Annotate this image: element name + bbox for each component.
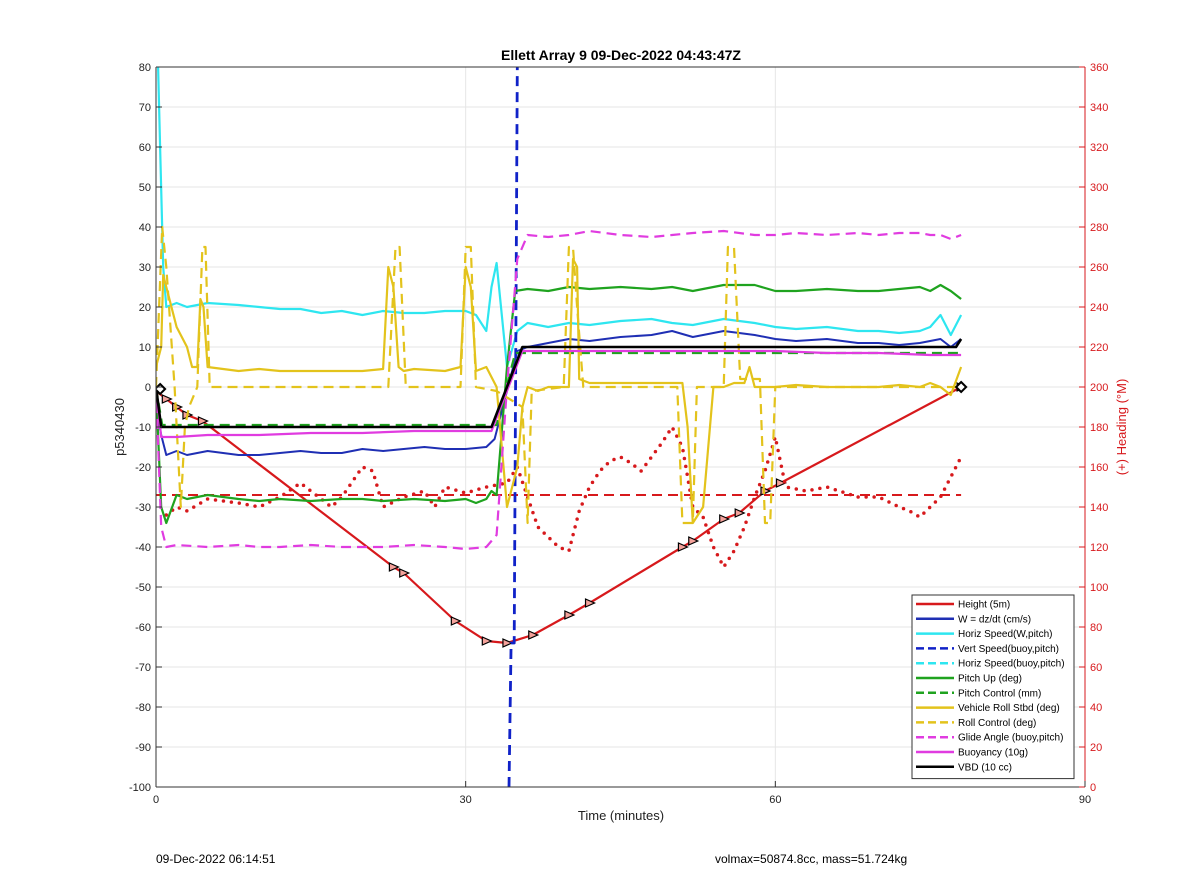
y-axis-label: p5340430 (112, 398, 127, 456)
legend-box (911, 594, 1075, 780)
y-tick-label: 80 (139, 62, 151, 74)
x-tick-label: 0 (153, 794, 159, 806)
y-tick-label: 40 (139, 222, 151, 234)
y2-tick-label: 0 (1090, 782, 1096, 794)
height-marker (197, 416, 209, 426)
y2-tick-label: 180 (1090, 422, 1108, 434)
legend-label: Horiz Speed(W,pitch) (958, 629, 1052, 640)
height-marker (399, 568, 411, 578)
y2-tick-label: 300 (1090, 182, 1108, 194)
y2-tick-label: 340 (1090, 102, 1108, 114)
legend: Height (5m) W = dz/dt (cm/s) Horiz Speed(W… (911, 594, 1075, 780)
height-marker (564, 610, 576, 620)
legend-label: Glide Angle (buoy,pitch) (958, 733, 1063, 744)
x-axis-label: Time (minutes) (578, 808, 664, 823)
y-tick-label: -60 (135, 622, 151, 634)
y2-tick-label: 20 (1090, 742, 1102, 754)
height-marker (584, 598, 597, 608)
y-tick-label: 20 (139, 302, 151, 314)
y2-tick-label: 320 (1090, 142, 1108, 154)
y2-tick-label: 240 (1090, 302, 1108, 314)
y-tick-label: -40 (135, 542, 151, 554)
series-line-vert-speed-buoy-pitch (507, 67, 519, 787)
legend-label: Horiz Speed(buoy,pitch) (958, 659, 1065, 670)
height-marker (677, 542, 689, 552)
legend-label: Vehicle Roll Stbd (deg) (958, 703, 1060, 714)
y2-tick-label: 160 (1090, 462, 1108, 474)
y-tick-label: 70 (139, 102, 151, 114)
y-tick-label: 50 (139, 182, 151, 194)
y-tick-label: 10 (139, 342, 151, 354)
y-tick-label: -10 (135, 422, 151, 434)
footer-timestamp: 09-Dec-2022 06:14:51 (156, 852, 276, 866)
y-tick-label: 30 (139, 262, 151, 274)
height-marker (775, 478, 787, 488)
y-tick-label: -30 (135, 502, 151, 514)
footer-volume-mass: volmax=50874.8cc, mass=51.724kg (715, 852, 908, 866)
y2-tick-label: 100 (1090, 582, 1108, 594)
y2-tick-label: 220 (1090, 342, 1108, 354)
y-tick-label: -50 (135, 582, 151, 594)
series-line-roll-control-deg (156, 225, 962, 525)
y2-tick-label: 140 (1090, 502, 1108, 514)
legend-label: Pitch Control (mm) (958, 688, 1041, 699)
legend-label: Vert Speed(buoy,pitch) (958, 644, 1059, 655)
legend-label: W = dz/dt (cm/s) (958, 614, 1031, 625)
y2-tick-label: 280 (1090, 222, 1108, 234)
legend-label: Roll Control (deg) (958, 718, 1036, 729)
series-line-w-dz-dt-cm-s (156, 330, 962, 456)
legend-label: VBD (10 cc) (958, 762, 1012, 773)
y-tick-label: 0 (145, 382, 151, 394)
series-line-vehicle-roll-stbd-deg (156, 257, 963, 525)
height-marker (388, 562, 400, 572)
height-marker (161, 394, 173, 404)
height-marker (719, 514, 731, 524)
plot-area (156, 67, 968, 787)
height-marker (528, 630, 540, 640)
legend-label: Pitch Up (deg) (958, 674, 1022, 685)
chart-title: Ellett Array 9 09-Dec-2022 04:43:47Z (501, 47, 741, 63)
marker-target-marker (954, 380, 968, 394)
y2-tick-label: 80 (1090, 622, 1102, 634)
y2-axis-label: (+) Heading (°M) (1114, 379, 1129, 476)
height-marker (688, 536, 700, 546)
y-tick-label: -70 (135, 662, 151, 674)
series-line-glide-angle-buoy-pitch (156, 229, 962, 551)
y2-tick-label: 40 (1090, 702, 1102, 714)
x-tick-label: 60 (769, 794, 781, 806)
axes: -100-90-80-70-60-50-40-30-20-10010203040… (129, 62, 1108, 806)
y-tick-label: -100 (129, 782, 151, 794)
y-tick-label: 60 (139, 142, 151, 154)
series-line-horiz-speed-w-pitch (157, 67, 963, 369)
y2-tick-label: 260 (1090, 262, 1108, 274)
y2-tick-label: 360 (1090, 62, 1108, 74)
x-tick-label: 90 (1079, 794, 1091, 806)
y2-tick-label: 60 (1090, 662, 1102, 674)
height-marker (734, 508, 746, 518)
legend-label: Height (5m) (958, 600, 1010, 611)
y2-tick-label: 120 (1090, 542, 1108, 554)
height-marker (450, 616, 462, 626)
y-tick-label: -80 (135, 702, 151, 714)
y2-tick-label: 200 (1090, 382, 1108, 394)
height-marker (481, 636, 493, 646)
y-tick-label: -90 (135, 742, 151, 754)
y-tick-label: -20 (135, 462, 151, 474)
x-tick-label: 30 (460, 794, 472, 806)
series-line-buoyancy-10g (156, 349, 962, 439)
legend-label: Buoyancy (10g) (958, 748, 1028, 759)
height-marker (502, 638, 514, 648)
series-line-heading-dotted-right-axis (164, 425, 963, 569)
